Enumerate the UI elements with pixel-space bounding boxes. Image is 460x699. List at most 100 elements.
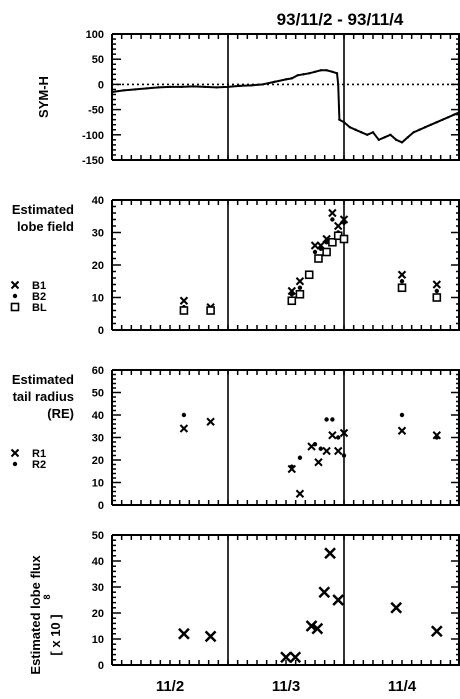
- x-marker-stroke: [289, 651, 302, 664]
- data-point-r1: [287, 464, 297, 474]
- data-point-b2: [312, 249, 318, 255]
- sym-h-data-point: [325, 69, 328, 72]
- y-tick-label: -150: [82, 155, 104, 167]
- sym-h-series-line: [111, 69, 460, 144]
- y-tick-label: 50: [92, 54, 104, 66]
- data-point-b2: [330, 217, 335, 222]
- x-marker-stroke: [311, 622, 324, 635]
- data-point-flux: [280, 651, 292, 664]
- data-point-r1: [432, 431, 442, 440]
- data-point-b1: [328, 208, 337, 218]
- legend-label: R1: [32, 448, 46, 460]
- y-tick-label: 50: [92, 388, 104, 400]
- data-point-r2: [181, 412, 187, 418]
- data-point-bl: [206, 306, 215, 315]
- x-tick-label: 11/3: [272, 678, 300, 695]
- sym-h-data-point: [412, 131, 415, 134]
- x-marker-stroke: [206, 417, 215, 426]
- x-marker-stroke: [430, 625, 443, 638]
- data-point-flux: [390, 601, 403, 614]
- x-marker-stroke: [295, 277, 305, 286]
- sym-h-data-point: [406, 136, 409, 139]
- data-point-r2: [318, 446, 323, 451]
- y-tick-label: -50: [88, 105, 104, 117]
- legend-label: B2: [32, 291, 46, 303]
- y-axis-label: Estimated: [12, 372, 74, 387]
- sym-h-data-point: [157, 86, 160, 89]
- sym-h-data-point: [215, 86, 218, 89]
- data-point-b1: [179, 296, 189, 305]
- x-marker-stroke: [390, 601, 403, 614]
- y-tick-label: 30: [92, 228, 104, 240]
- data-point-r2: [341, 453, 347, 458]
- x-marker-stroke: [339, 428, 349, 438]
- x-marker-stroke: [295, 489, 305, 498]
- sym-h-data-point: [338, 118, 341, 121]
- sym-h-data-point: [302, 73, 305, 76]
- x-marker-stroke: [322, 234, 331, 244]
- y-axis-label: SYM-H: [36, 76, 51, 118]
- y-axis-label-superscript: 8: [42, 594, 52, 599]
- x-marker-stroke: [333, 221, 343, 231]
- y-tick-label: 20: [92, 608, 104, 620]
- y-axis-label-units: [ x 10 ]: [48, 614, 63, 655]
- sym-h-data-point: [371, 131, 375, 134]
- y-tick-label: -100: [82, 130, 104, 142]
- data-point-bl: [179, 306, 189, 315]
- sym-h-data-point: [366, 133, 369, 136]
- legend-marker: [10, 302, 20, 312]
- data-point-flux: [430, 625, 443, 638]
- sym-h-data-point: [122, 89, 125, 92]
- sym-h-data-point: [261, 83, 264, 86]
- sym-h-data-point: [335, 72, 339, 75]
- legend-label: BL: [32, 302, 47, 314]
- data-point-r2: [330, 417, 335, 422]
- sym-h-data-point: [429, 123, 433, 126]
- x-axis-labels: 11/2 11/3 11/4: [156, 678, 417, 695]
- data-point-b1: [295, 277, 305, 286]
- y-tick-label: 0: [98, 500, 104, 512]
- sym-h-data-point: [134, 88, 137, 91]
- legend-marker: [12, 461, 18, 467]
- sym-h-data-point: [441, 118, 444, 121]
- y-tick-label: 0: [98, 79, 104, 91]
- data-point-r1: [206, 417, 215, 426]
- sym-h-data-point: [447, 115, 450, 119]
- sym-h-data-point: [290, 77, 293, 80]
- y-tick-label: 20: [92, 260, 104, 272]
- y-tick-label: 30: [92, 582, 104, 594]
- data-point-flux: [289, 651, 302, 664]
- y-tick-label: 40: [92, 556, 104, 568]
- sym-h-data-point: [453, 113, 456, 116]
- sym-h-data-point: [424, 126, 427, 129]
- data-point-bl: [322, 247, 331, 257]
- y-tick-label: 10: [92, 293, 104, 305]
- sym-h-data-point: [145, 87, 148, 90]
- data-point-r1: [322, 446, 331, 456]
- data-point-bl: [287, 296, 297, 306]
- data-point-r1: [328, 431, 337, 440]
- x-marker-stroke: [179, 424, 189, 433]
- data-point-flux: [318, 586, 331, 599]
- sym-h-data-point: [360, 131, 363, 134]
- data-point-b2: [324, 240, 329, 245]
- data-point-bl: [328, 237, 337, 247]
- data-point-flux: [204, 630, 217, 643]
- y-axis-label: (RE): [47, 406, 74, 421]
- y-tick-label: 40: [92, 410, 104, 422]
- x-marker-stroke: [204, 630, 217, 643]
- data-point-b2: [341, 220, 347, 225]
- data-point-r1: [295, 489, 305, 498]
- data-point-r1: [314, 458, 323, 467]
- data-point-r2: [312, 442, 318, 447]
- sym-h-data-point: [284, 78, 288, 81]
- y-tick-label: 100: [86, 29, 104, 41]
- y-tick-label: 10: [92, 478, 104, 490]
- x-marker-stroke: [324, 547, 336, 560]
- sym-h-data-point: [308, 72, 311, 75]
- data-point-r2: [297, 455, 303, 460]
- sym-h-data-point: [400, 141, 404, 144]
- sym-h-data-point: [319, 69, 322, 72]
- x-marker-stroke: [322, 446, 331, 456]
- sym-h-data-point: [331, 70, 334, 74]
